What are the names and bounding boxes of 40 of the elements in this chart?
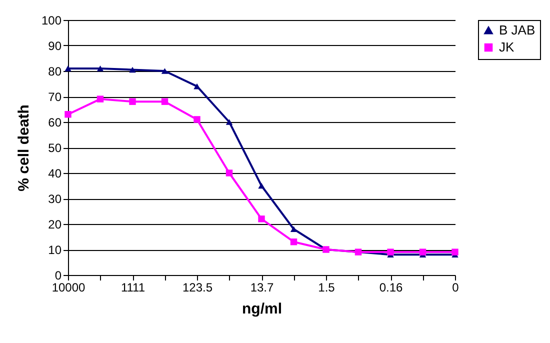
point bbox=[96, 96, 104, 102]
x-tick-label: 13.7 bbox=[250, 280, 274, 294]
x-tick-label: 123.5 bbox=[182, 280, 213, 294]
legend-label: JK bbox=[499, 40, 514, 54]
x-tick-label: 0 bbox=[452, 280, 460, 294]
point bbox=[387, 248, 394, 256]
y-tick-label: 90 bbox=[48, 39, 62, 53]
point bbox=[226, 170, 233, 176]
x-axis-title: ng/ml bbox=[242, 300, 282, 318]
point bbox=[452, 248, 458, 256]
point bbox=[129, 98, 136, 105]
point bbox=[226, 119, 233, 125]
legend-label: B JAB bbox=[499, 22, 536, 38]
point bbox=[258, 182, 265, 189]
y-tick-label: 60 bbox=[48, 116, 62, 130]
point bbox=[64, 110, 72, 118]
point bbox=[290, 238, 298, 246]
point bbox=[96, 66, 104, 72]
point bbox=[194, 83, 200, 90]
point bbox=[258, 216, 265, 222]
y-tick-label: 20 bbox=[48, 218, 62, 232]
point bbox=[161, 98, 168, 105]
y-axis-title: % cell death bbox=[15, 104, 32, 192]
point bbox=[161, 68, 168, 74]
y-tick-label: 50 bbox=[48, 141, 62, 155]
point bbox=[290, 226, 298, 232]
x-tick-label: 10000 bbox=[52, 280, 86, 294]
y-tick-label: 10 bbox=[48, 243, 62, 257]
x-tick-label: 0.16 bbox=[379, 280, 403, 294]
y-tick-label: 70 bbox=[48, 90, 62, 104]
y-tick-label: 40 bbox=[48, 166, 62, 180]
y-tick-label: 80 bbox=[48, 64, 62, 78]
point bbox=[129, 66, 136, 73]
point bbox=[194, 116, 200, 123]
y-tick-label: 30 bbox=[48, 192, 62, 206]
y-tick-label: 100 bbox=[41, 14, 62, 28]
y-tick-label: 0 bbox=[54, 268, 62, 282]
point bbox=[419, 248, 426, 256]
x-tick-label: 1.5 bbox=[318, 280, 336, 294]
x-tick-label: 1111 bbox=[120, 280, 146, 294]
